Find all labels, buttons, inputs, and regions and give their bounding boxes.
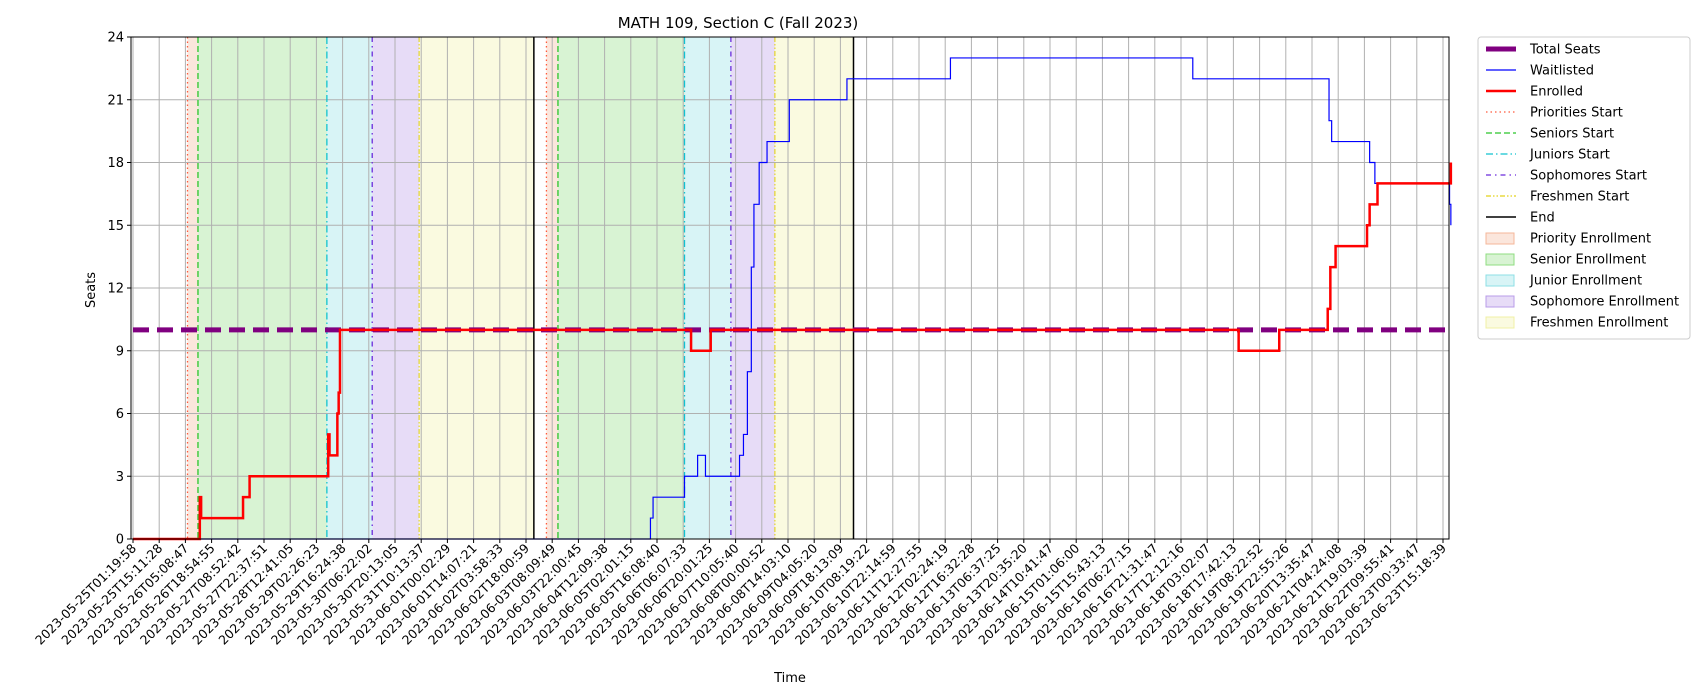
legend-label-0: Total Seats	[1529, 43, 1601, 58]
x-axis: 2023-05-25T01:19:582023-05-25T15:11:2820…	[32, 539, 1449, 648]
legend-item-7: Freshmen Start	[1486, 190, 1629, 205]
phase-lines	[186, 37, 855, 539]
legend-item-11: Junior Enrollment	[1485, 274, 1642, 289]
legend-label-1: Waitlisted	[1530, 64, 1594, 79]
legend-swatch-11	[1485, 274, 1515, 287]
legend-item-13: Freshmen Enrollment	[1485, 316, 1668, 331]
legend-item-0: Total Seats	[1486, 43, 1601, 58]
legend-item-1: Waitlisted	[1486, 64, 1594, 79]
legend-box	[1477, 36, 1691, 340]
y-tick-label-4: 12	[107, 282, 124, 297]
legend: Total Seats Waitlisted Enrolled Priorities …	[1477, 36, 1691, 340]
legend-item-5: Juniors Start	[1486, 148, 1610, 163]
legend-label-7: Freshmen Start	[1530, 190, 1629, 205]
legend-item-12: Sophomore Enrollment	[1485, 295, 1679, 310]
legend-swatch-10	[1485, 253, 1515, 266]
legend-label-11: Junior Enrollment	[1529, 274, 1642, 289]
grid	[131, 36, 1449, 540]
legend-label-6: Sophomores Start	[1530, 169, 1647, 184]
legend-item-3: Priorities Start	[1486, 106, 1623, 121]
y-tick-label-5: 15	[107, 219, 124, 234]
legend-label-2: Enrolled	[1530, 85, 1583, 100]
legend-item-4: Seniors Start	[1486, 127, 1614, 142]
y-axis: 0 3 6 9 12 15 18 21 24	[107, 31, 131, 548]
legend-label-5: Juniors Start	[1529, 148, 1610, 163]
y-axis-label: Seats	[84, 272, 99, 308]
legend-label-3: Priorities Start	[1530, 106, 1623, 121]
legend-label-9: Priority Enrollment	[1530, 232, 1651, 247]
series-2	[133, 162, 1453, 541]
y-tick-label-8: 24	[107, 31, 124, 46]
legend-swatch-12	[1485, 295, 1515, 308]
legend-label-4: Seniors Start	[1530, 127, 1614, 142]
y-tick-label-0: 0	[116, 533, 124, 548]
legend-item-6: Sophomores Start	[1486, 169, 1647, 184]
legend-item-8: End	[1486, 211, 1555, 226]
series-1	[133, 57, 1452, 540]
legend-label-8: End	[1530, 211, 1555, 226]
legend-swatch-9	[1485, 232, 1515, 245]
legend-swatch-13	[1485, 316, 1515, 329]
y-tick-label-1: 3	[116, 470, 124, 485]
x-axis-label: Time	[773, 671, 806, 686]
chart-title: MATH 109, Section C (Fall 2023)	[618, 14, 859, 32]
legend-item-9: Priority Enrollment	[1485, 232, 1651, 247]
y-tick-label-7: 21	[107, 93, 124, 108]
legend-label-12: Sophomore Enrollment	[1530, 295, 1679, 310]
legend-label-13: Freshmen Enrollment	[1530, 316, 1668, 331]
y-tick-label-2: 6	[116, 407, 124, 422]
y-tick-label-6: 18	[107, 156, 124, 171]
legend-item-2: Enrolled	[1486, 85, 1583, 100]
series-lines	[133, 57, 1453, 541]
legend-item-10: Senior Enrollment	[1485, 253, 1646, 268]
legend-label-10: Senior Enrollment	[1530, 253, 1646, 268]
y-tick-label-3: 9	[116, 344, 124, 359]
